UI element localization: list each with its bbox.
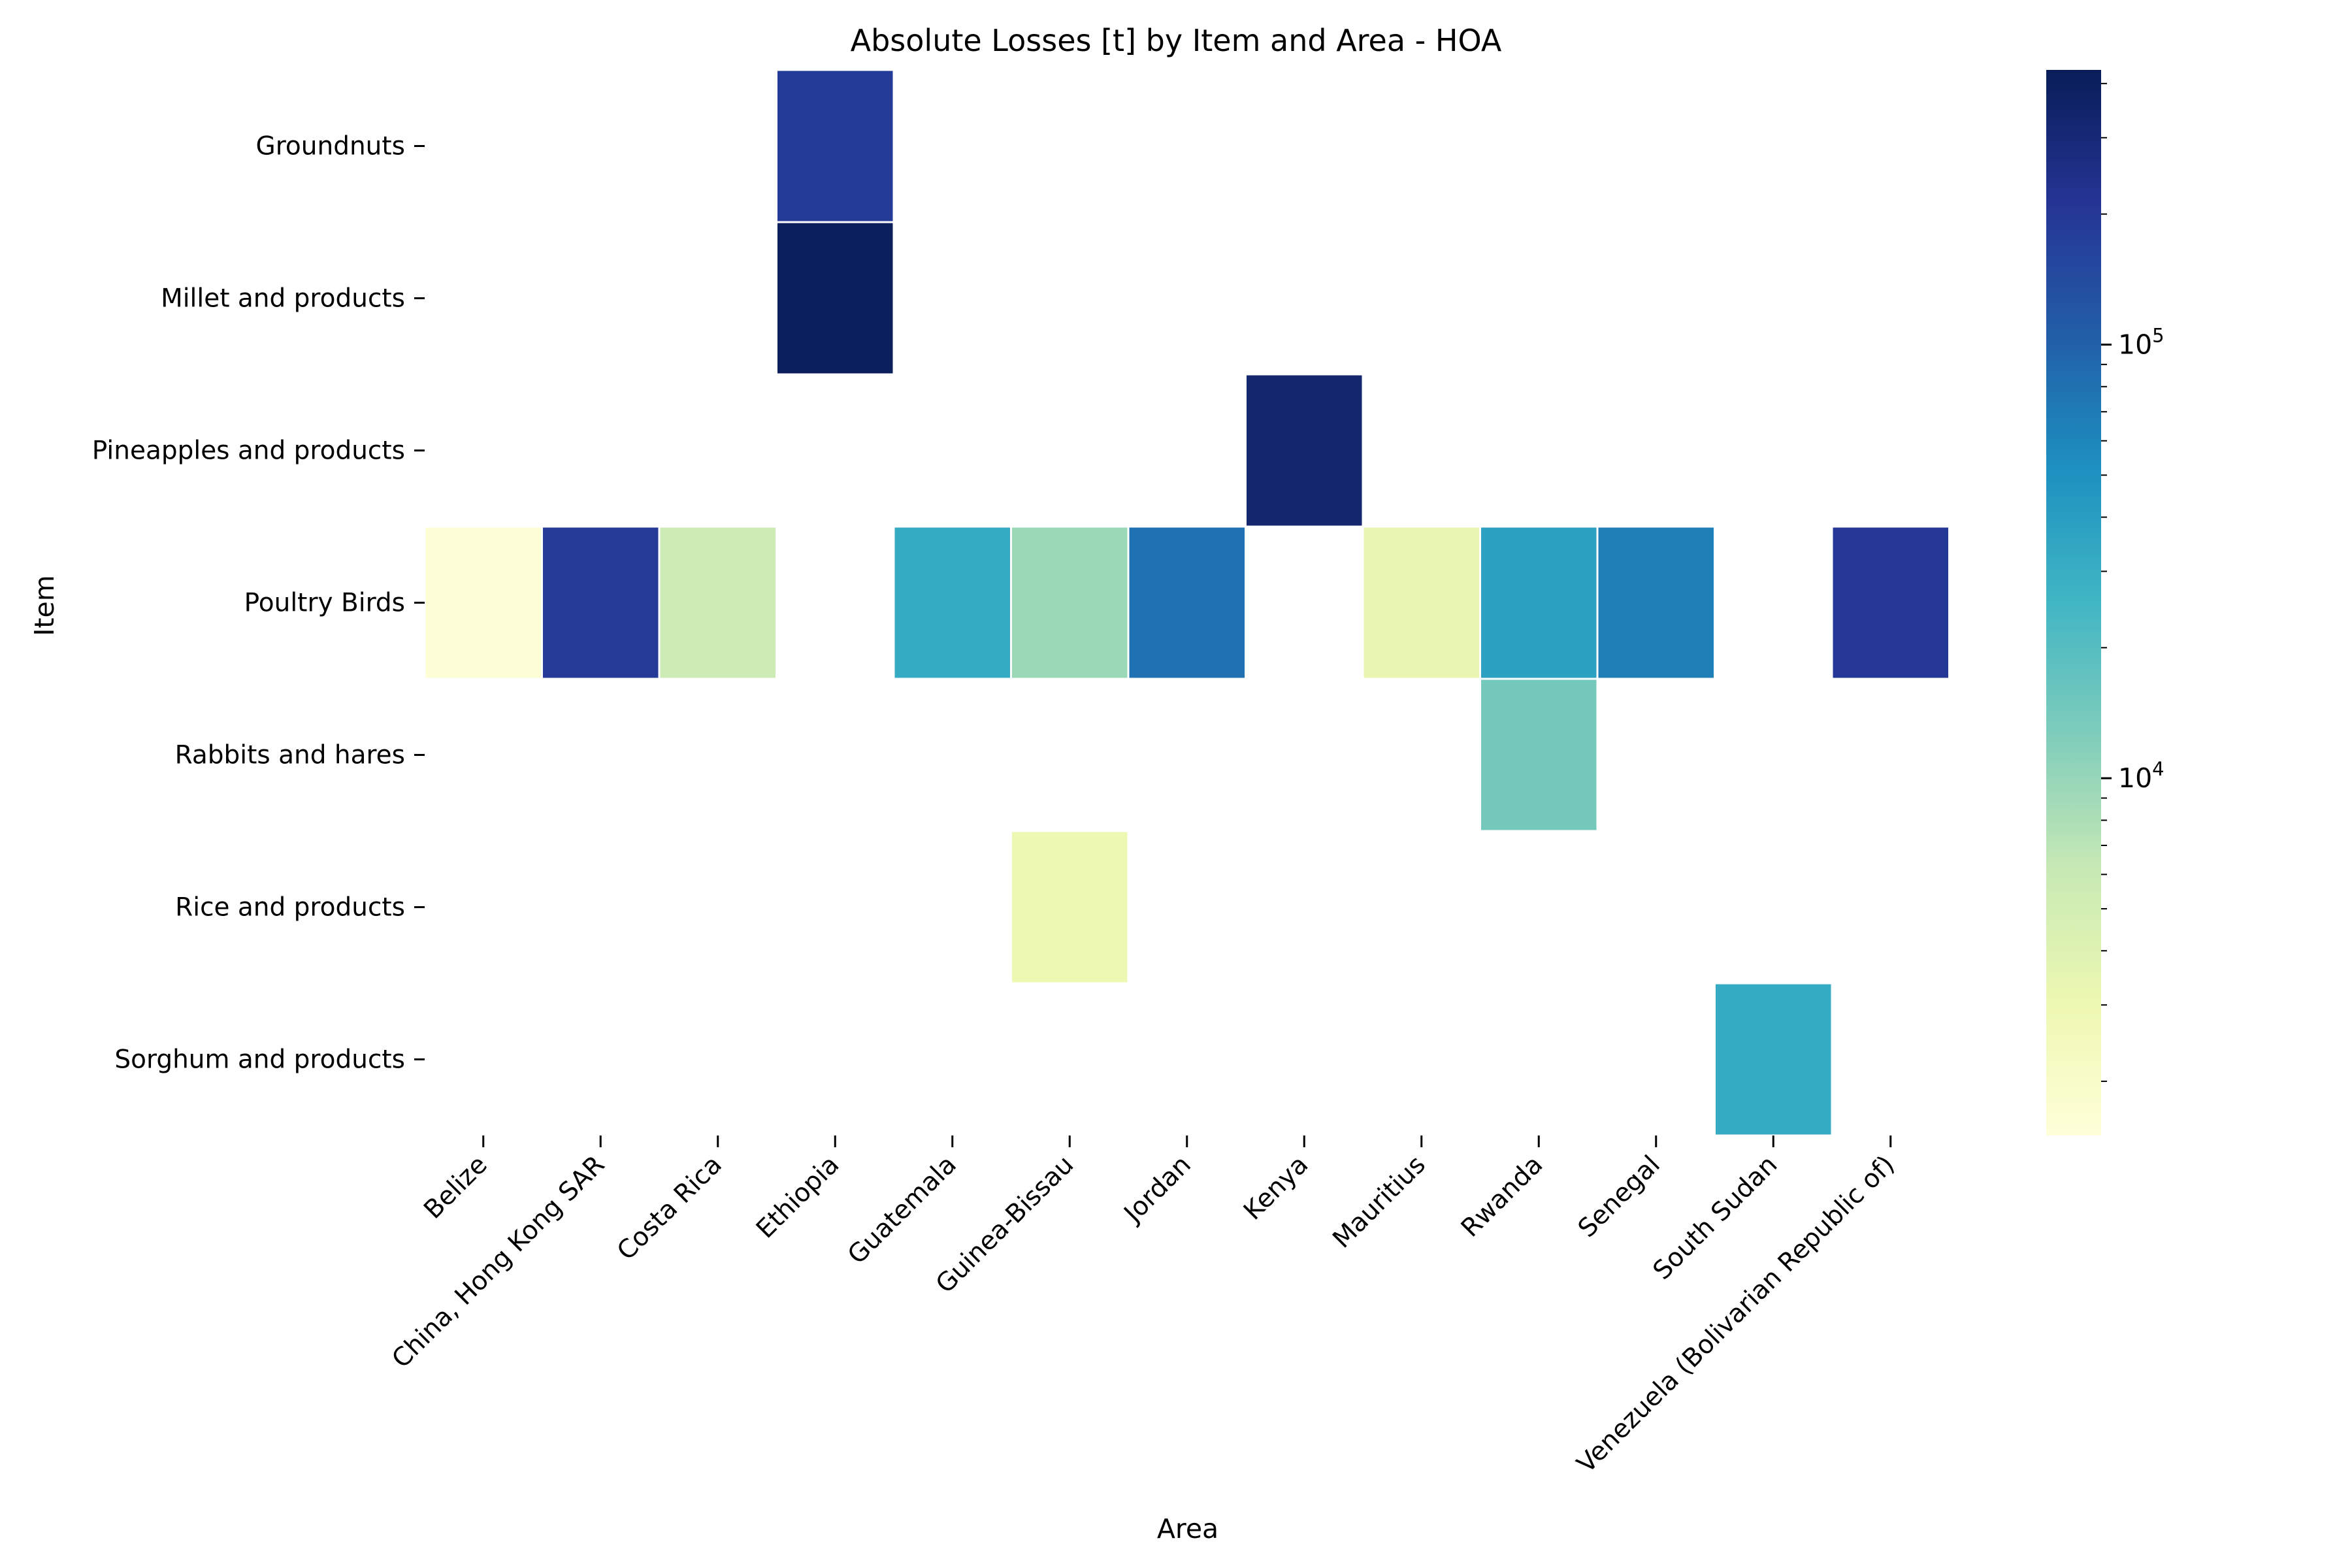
x-tick-label: Rwanda (1456, 1150, 1548, 1243)
y-axis-ticks: Groundnuts Millet and products Pineapples … (92, 132, 425, 1075)
heatmap-cell-poultry-birds-belize (423, 525, 543, 680)
x-tick-label: Mauritius (1328, 1150, 1431, 1254)
y-tick-label: Rabbits and hares (175, 741, 405, 770)
x-tick-label: Costa Rica (612, 1150, 728, 1266)
heatmap-cell-poultry-birds-senegal (1596, 525, 1716, 680)
x-tick-label: China, Hong Kong SAR (386, 1150, 610, 1374)
heatmap-cell-sorghum-and-products-south-sudan (1714, 982, 1833, 1137)
heatmap-cell-rice-and-products-guinea-bissau (1010, 830, 1130, 985)
y-tick-label: Millet and products (161, 284, 405, 314)
heatmap-cell-poultry-birds-mauritius (1362, 525, 1481, 680)
x-tick-label: Belize (418, 1150, 493, 1224)
heatmap-cell-millet-and-products-ethiopia (776, 221, 895, 376)
heatmap-cell-groundnuts-ethiopia (776, 69, 895, 223)
x-tick-label: Jordan (1117, 1150, 1197, 1230)
colorbar-ticks: 104 105 (2101, 82, 2164, 1083)
y-tick-label: Poultry Birds (244, 589, 405, 618)
heatmap-cell-poultry-birds-guinea-bissau (1010, 525, 1130, 680)
colorbar-gradient (2046, 70, 2101, 1135)
heatmap-cell-poultry-birds-costa-rica (658, 525, 777, 680)
x-tick-label: Guatemala (842, 1150, 962, 1270)
heatmap-cell-rabbits-and-hares-rwanda (1479, 678, 1599, 832)
colorbar: 104 105 (2046, 70, 2164, 1135)
x-tick-label: Kenya (1238, 1150, 1314, 1226)
heatmap-cell-poultry-birds-venezuela-bolivarian-republic-of (1831, 525, 1950, 680)
x-axis-label: Area (1157, 1513, 1218, 1544)
heatmap-cells (423, 69, 1950, 1137)
y-tick-label: Groundnuts (256, 132, 406, 161)
x-tick-label: Ethiopia (751, 1150, 845, 1244)
x-tick-label: Senegal (1573, 1150, 1666, 1243)
y-tick-label: Sorghum and products (114, 1045, 405, 1075)
y-axis-label: Item (29, 575, 60, 636)
colorbar-tick-label: 104 (2118, 758, 2164, 794)
heatmap-cell-poultry-birds-guatemala (892, 525, 1012, 680)
heatmap-cell-poultry-birds-china-hong-kong-sar (541, 525, 661, 680)
chart-title: Absolute Losses [t] by Item and Area - H… (851, 23, 1502, 58)
y-tick-label: Rice and products (175, 893, 405, 923)
heatmap-cell-pineapples-and-products-kenya (1245, 373, 1364, 528)
heatmap-cell-poultry-birds-rwanda (1479, 525, 1599, 680)
heatmap-cell-poultry-birds-jordan (1127, 525, 1247, 680)
x-tick-label: South Sudan (1648, 1150, 1784, 1286)
y-tick-label: Pineapples and products (92, 436, 405, 466)
colorbar-tick-label: 105 (2118, 324, 2164, 360)
